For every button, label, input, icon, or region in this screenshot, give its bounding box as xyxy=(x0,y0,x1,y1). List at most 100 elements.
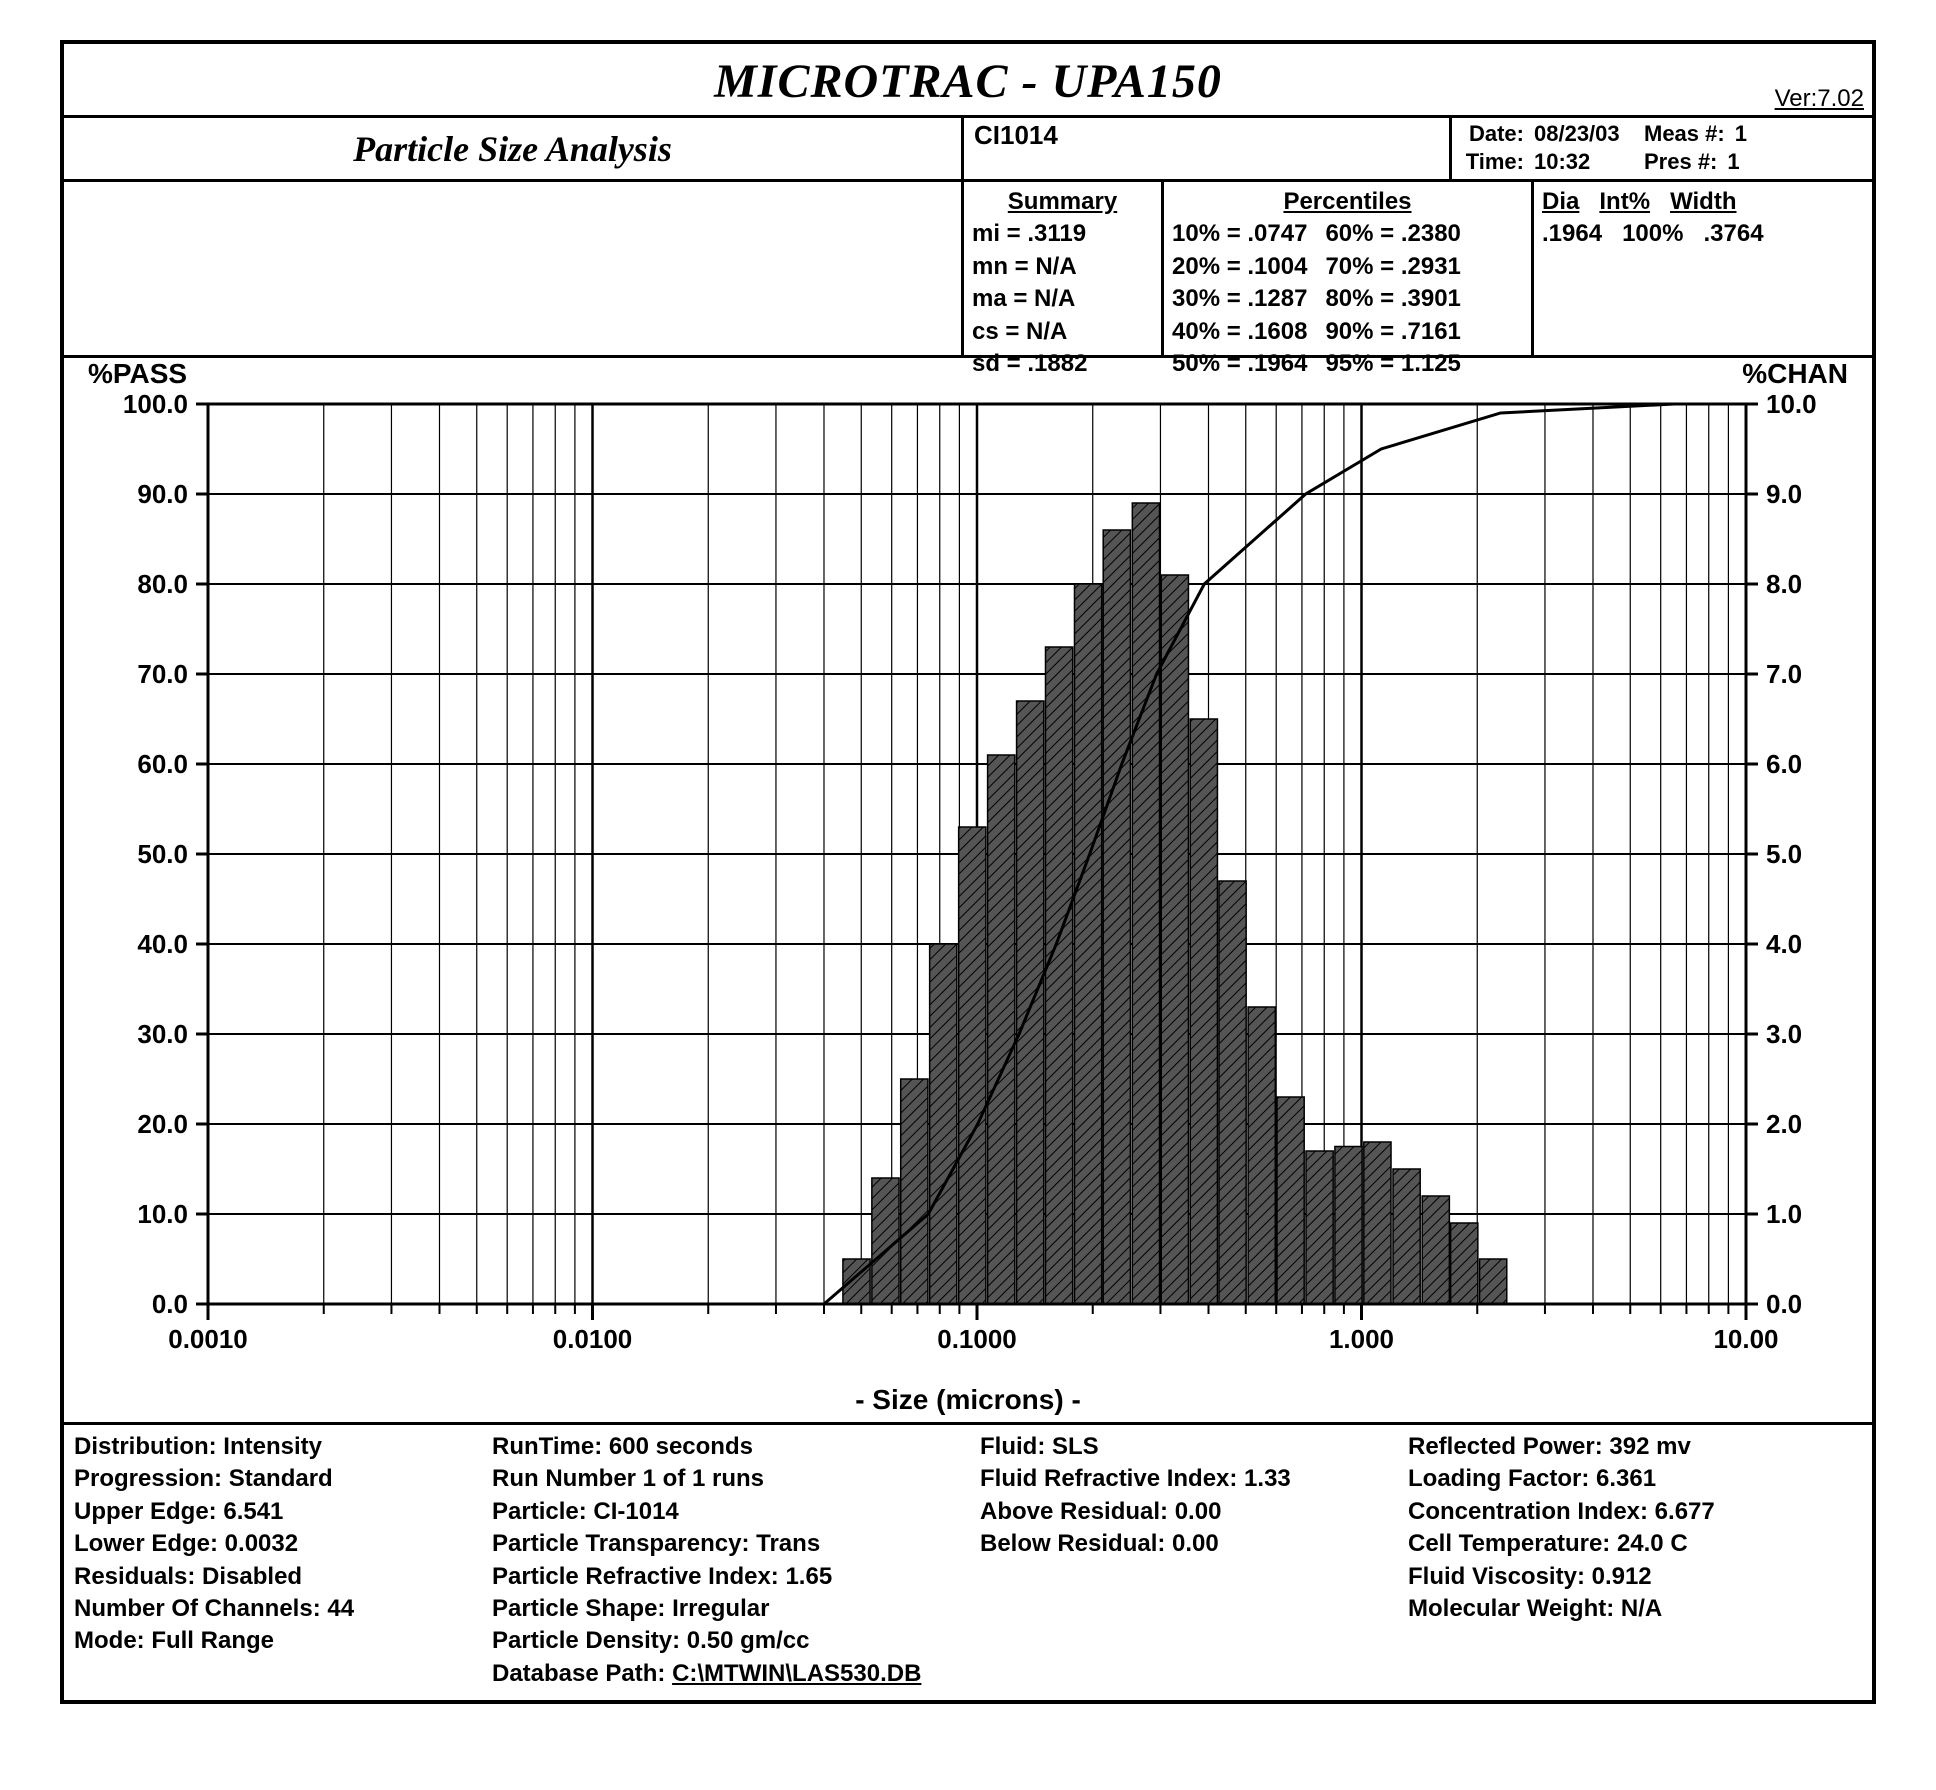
report-frame: MICROTRAC - UPA150 Ver:7.02 Particle Siz… xyxy=(60,40,1876,1704)
summary-mn: mn = N/A xyxy=(972,251,1153,283)
svg-text:90.0: 90.0 xyxy=(137,479,188,509)
param-fluid-ri: Fluid Refractive Index: 1.33 xyxy=(980,1463,1390,1495)
svg-text:0.0010: 0.0010 xyxy=(168,1324,248,1354)
param-lower-edge: Lower Edge: 0.0032 xyxy=(74,1528,474,1560)
footer-col-4: Reflected Power: 392 mv Loading Factor: … xyxy=(1408,1431,1862,1690)
svg-text:60.0: 60.0 xyxy=(137,749,188,779)
chart-area: %PASS %CHAN 0.0 10.0 20.0 30.0 40.0 50.0 60.0 7… xyxy=(64,358,1872,1384)
pct-60: 60% = .2380 xyxy=(1325,218,1460,250)
svg-text:4.0: 4.0 xyxy=(1766,929,1802,959)
db-path-value: C:\MTWIN\LAS530.DB xyxy=(672,1660,921,1687)
date-label: Date: xyxy=(1460,120,1524,148)
param-particle: Particle: CI-1014 xyxy=(492,1496,962,1528)
pct-90: 90% = .7161 xyxy=(1325,316,1460,348)
title-row: MICROTRAC - UPA150 Ver:7.02 xyxy=(64,44,1872,118)
param-reflected-power: Reflected Power: 392 mv xyxy=(1408,1431,1862,1463)
svg-text:40.0: 40.0 xyxy=(137,929,188,959)
report-subtitle: Particle Size Analysis xyxy=(64,118,964,179)
pct-80: 80% = .3901 xyxy=(1325,283,1460,315)
dia-int-width-box: Dia Int% Width .1964 100% .3764 xyxy=(1534,182,1872,355)
param-fluid: Fluid: SLS xyxy=(980,1431,1390,1463)
pct-70: 70% = .2931 xyxy=(1325,251,1460,283)
param-progression: Progression: Standard xyxy=(74,1463,474,1495)
param-channels: Number Of Channels: 44 xyxy=(74,1593,474,1625)
svg-text:0.1000: 0.1000 xyxy=(937,1324,1017,1354)
svg-text:30.0: 30.0 xyxy=(137,1019,188,1049)
svg-text:70.0: 70.0 xyxy=(137,659,188,689)
param-db-path: Database Path: C:\MTWIN\LAS530.DB xyxy=(492,1658,962,1690)
svg-text:100.0: 100.0 xyxy=(123,389,188,419)
meta-block: Date: 08/23/03 Meas #: 1 Time: 10:32 Pre… xyxy=(1452,118,1872,179)
param-mol-weight: Molecular Weight: N/A xyxy=(1408,1593,1862,1625)
pct-40: 40% = .1608 xyxy=(1172,316,1307,348)
svg-text:0.0100: 0.0100 xyxy=(553,1324,633,1354)
summary-box: Summary mi = .3119 mn = N/A ma = N/A cs … xyxy=(964,182,1164,355)
svg-text:10.00: 10.00 xyxy=(1713,1324,1778,1354)
param-fluid-visc: Fluid Viscosity: 0.912 xyxy=(1408,1561,1862,1593)
int-value: 100% xyxy=(1622,220,1683,247)
param-shape: Particle Shape: Irregular xyxy=(492,1593,962,1625)
time-label: Time: xyxy=(1460,148,1524,176)
svg-text:1.0: 1.0 xyxy=(1766,1199,1802,1229)
param-distribution: Distribution: Intensity xyxy=(74,1431,474,1463)
version-label: Ver:7.02 xyxy=(1775,85,1864,113)
pct-10: 10% = .0747 xyxy=(1172,218,1307,250)
param-residuals: Residuals: Disabled xyxy=(74,1561,474,1593)
footer-params: Distribution: Intensity Progression: Sta… xyxy=(64,1425,1872,1700)
percentiles-right-col: 60% = .2380 70% = .2931 80% = .3901 90% … xyxy=(1325,218,1460,380)
percentiles-box: Percentiles 10% = .0747 20% = .1004 30% … xyxy=(1164,182,1534,355)
width-value: .3764 xyxy=(1703,220,1763,247)
svg-text:0.0: 0.0 xyxy=(1766,1289,1802,1319)
x-axis-label: - Size (microns) - xyxy=(64,1384,1872,1425)
param-conc-index: Concentration Index: 6.677 xyxy=(1408,1496,1862,1528)
info-blank xyxy=(64,182,964,355)
y-left-label: %PASS xyxy=(88,358,187,390)
footer-col-3: Fluid: SLS Fluid Refractive Index: 1.33 … xyxy=(980,1431,1390,1690)
param-run-number: Run Number 1 of 1 runs xyxy=(492,1463,962,1495)
width-header: Width xyxy=(1670,188,1736,215)
meas-label: Meas #: xyxy=(1644,120,1725,148)
svg-text:8.0: 8.0 xyxy=(1766,569,1802,599)
int-header: Int% xyxy=(1599,188,1650,215)
dia-value: .1964 xyxy=(1542,220,1602,247)
svg-text:3.0: 3.0 xyxy=(1766,1019,1802,1049)
footer-col-2: RunTime: 600 seconds Run Number 1 of 1 r… xyxy=(492,1431,962,1690)
param-above-resid: Above Residual: 0.00 xyxy=(980,1496,1390,1528)
svg-text:10.0: 10.0 xyxy=(1766,389,1817,419)
svg-text:9.0: 9.0 xyxy=(1766,479,1802,509)
footer-col-1: Distribution: Intensity Progression: Sta… xyxy=(74,1431,474,1690)
pct-30: 30% = .1287 xyxy=(1172,283,1307,315)
svg-text:20.0: 20.0 xyxy=(137,1109,188,1139)
header-row: Particle Size Analysis CI1014 Date: 08/2… xyxy=(64,118,1872,182)
param-upper-edge: Upper Edge: 6.541 xyxy=(74,1496,474,1528)
info-band: Summary mi = .3119 mn = N/A ma = N/A cs … xyxy=(64,182,1872,358)
db-path-label: Database Path: xyxy=(492,1660,672,1687)
summary-ma: ma = N/A xyxy=(972,283,1153,315)
summary-mi: mi = .3119 xyxy=(972,218,1153,250)
param-loading-factor: Loading Factor: 6.361 xyxy=(1408,1463,1862,1495)
summary-header: Summary xyxy=(972,186,1153,218)
svg-text:5.0: 5.0 xyxy=(1766,839,1802,869)
percentiles-header: Percentiles xyxy=(1172,186,1523,218)
time-value: 10:32 xyxy=(1534,148,1634,176)
param-mode: Mode: Full Range xyxy=(74,1625,474,1657)
svg-text:6.0: 6.0 xyxy=(1766,749,1802,779)
svg-text:0.0: 0.0 xyxy=(152,1289,188,1319)
meas-value: 1 xyxy=(1735,120,1747,148)
param-runtime: RunTime: 600 seconds xyxy=(492,1431,962,1463)
pct-20: 20% = .1004 xyxy=(1172,251,1307,283)
svg-text:50.0: 50.0 xyxy=(137,839,188,869)
param-cell-temp: Cell Temperature: 24.0 C xyxy=(1408,1528,1862,1560)
sample-id: CI1014 xyxy=(964,118,1452,179)
pres-value: 1 xyxy=(1727,148,1739,176)
svg-text:1.000: 1.000 xyxy=(1329,1324,1394,1354)
param-density: Particle Density: 0.50 gm/cc xyxy=(492,1625,962,1657)
summary-cs: cs = N/A xyxy=(972,316,1153,348)
param-transparency: Particle Transparency: Trans xyxy=(492,1528,962,1560)
svg-text:2.0: 2.0 xyxy=(1766,1109,1802,1139)
instrument-title: MICROTRAC - UPA150 xyxy=(64,54,1872,115)
svg-text:7.0: 7.0 xyxy=(1766,659,1802,689)
y-right-label: %CHAN xyxy=(1742,358,1848,390)
svg-text:10.0: 10.0 xyxy=(137,1199,188,1229)
percentiles-left-col: 10% = .0747 20% = .1004 30% = .1287 40% … xyxy=(1172,218,1307,380)
